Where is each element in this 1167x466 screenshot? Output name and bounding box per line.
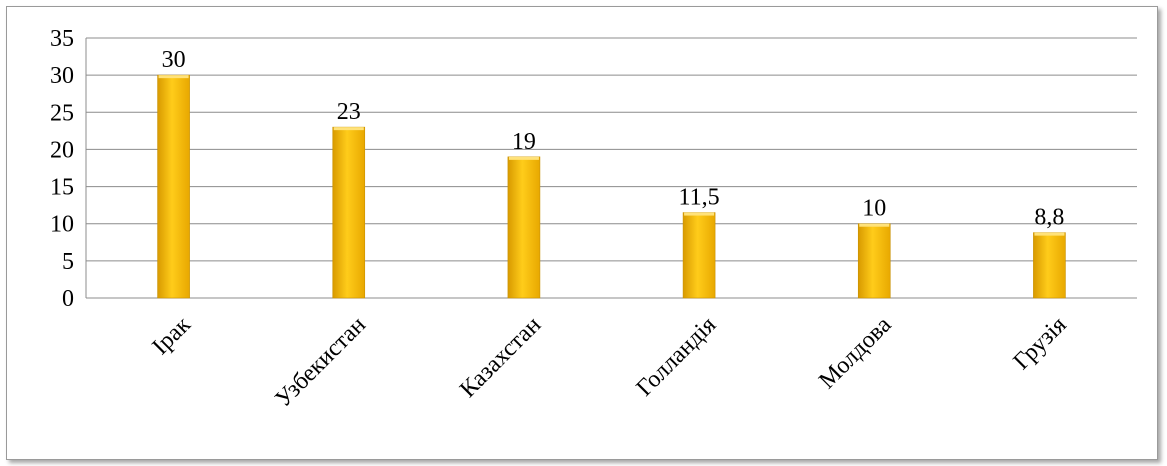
y-tick-label: 0 [62,286,74,312]
bar [1033,232,1066,299]
bar [507,156,541,299]
data-label: 19 [512,129,536,155]
bar-cap [1034,232,1065,236]
chart-frame: 0 5 10 15 20 25 30 35 30 23 19 11,5 10 8,8 Ірак Узбек… [6,6,1158,460]
gridlines [86,37,1137,262]
y-tick-label: 25 [50,100,74,126]
bar-cap [333,127,364,131]
bar [157,74,190,299]
y-tick-label: 5 [62,249,74,275]
bar [682,212,716,299]
data-label: 8,8 [1034,205,1064,231]
category-label: Узбекистан [270,312,371,413]
category-label: Молдова [814,312,896,394]
category-labels: Ірак Узбекистан Казахстан Голландія Молдова Г… [148,312,1072,413]
y-tick-labels: 0 5 10 15 20 25 30 35 [50,26,74,312]
bar-cap [158,75,189,79]
y-tick-label: 30 [50,63,74,89]
bar [857,223,891,299]
data-labels: 30 23 19 11,5 10 8,8 [162,47,1065,230]
category-label: Грузія [1009,312,1072,375]
data-label: 11,5 [679,185,720,211]
data-label: 10 [862,196,886,222]
bars [157,74,1066,299]
bar-cap [684,212,715,216]
y-tick-label: 15 [50,175,74,201]
category-label: Голландія [632,312,722,402]
bar [332,126,366,299]
y-tick-label: 35 [50,26,74,52]
category-label: Ірак [148,312,197,361]
data-label: 23 [337,99,361,125]
bar-chart: 0 5 10 15 20 25 30 35 30 23 19 11,5 10 8,8 Ірак Узбек… [50,26,1137,413]
axes [85,38,1137,299]
data-label: 30 [162,47,186,73]
y-tick-label: 10 [50,212,74,238]
bar-cap [508,156,539,160]
y-tick-label: 20 [50,137,74,163]
bar-cap [859,223,890,227]
category-label: Казахстан [455,312,546,403]
